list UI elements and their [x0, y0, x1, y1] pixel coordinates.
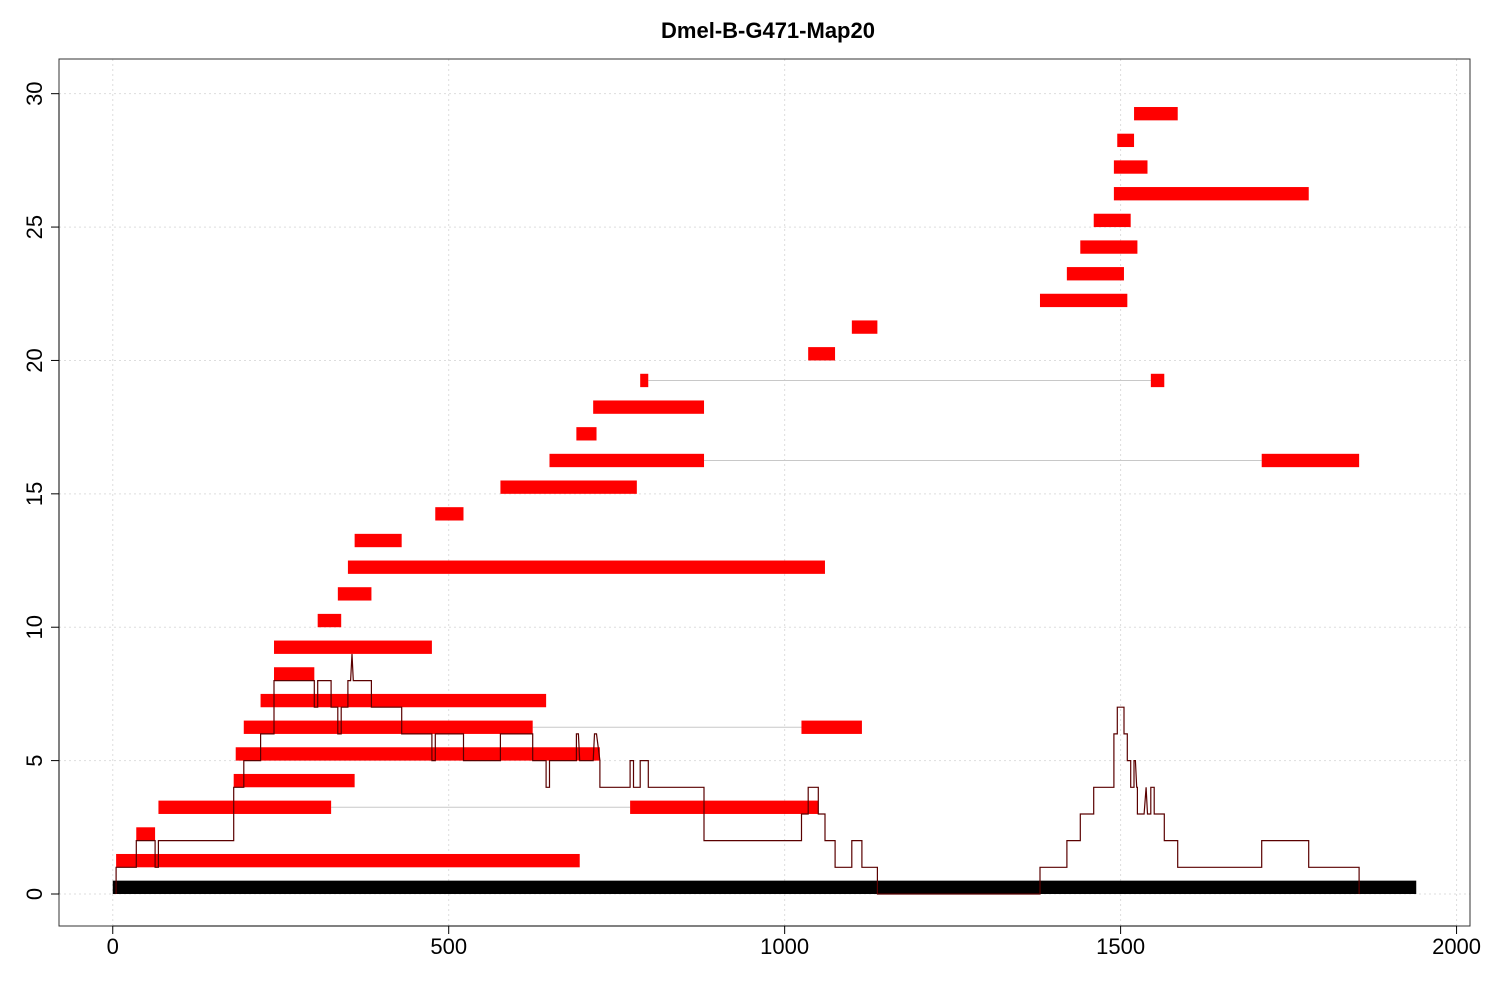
- segment-bar-2-1: [630, 800, 819, 814]
- grid-lines: [59, 59, 1470, 926]
- y-tick-label-6: 30: [22, 81, 47, 105]
- segment-bar-27-0: [1117, 133, 1135, 148]
- segment-bar-11-0: [347, 560, 825, 574]
- x-tick-label-0: 0: [107, 934, 119, 959]
- segment-bar-3-0: [233, 773, 355, 788]
- baseline-bar: [112, 880, 1417, 894]
- segment-bar-15-0: [549, 453, 705, 468]
- segment-bar-8-0: [274, 640, 432, 654]
- segment-bar-17-0: [593, 400, 705, 414]
- y-tick-label-0: 0: [22, 888, 47, 900]
- segment-bar-26-0: [1113, 160, 1148, 174]
- chart-title: Dmel-B-G471-Map20: [661, 18, 875, 43]
- segment-bars: [116, 107, 1360, 868]
- segment-bar-12-0: [354, 533, 402, 548]
- coverage-line: [115, 653, 1360, 895]
- segment-bar-0-0: [116, 853, 580, 868]
- segment-bar-2-0: [158, 800, 332, 814]
- baseline-rect: [112, 880, 1417, 894]
- y-tick-label-2: 10: [22, 615, 47, 639]
- x-tick-label-1: 500: [430, 934, 467, 959]
- segment-bar-24-0: [1093, 213, 1131, 228]
- segment-bar-18-1: [1150, 373, 1165, 388]
- y-tick-label-1: 5: [22, 754, 47, 766]
- segment-bar-5-0: [243, 720, 533, 734]
- x-axis: 0 500 1000 1500 2000: [107, 925, 1481, 959]
- segment-bar-9-0: [317, 613, 342, 628]
- segment-bar-21-0: [1039, 293, 1128, 308]
- segment-bar-20-0: [851, 320, 878, 334]
- segment-bar-19-0: [808, 347, 836, 361]
- y-tick-label-4: 20: [22, 348, 47, 372]
- segment-bar-5-1: [801, 720, 862, 734]
- segment-bar-25-0: [1113, 187, 1309, 201]
- segment-bar-23-0: [1080, 240, 1138, 254]
- segment-bar-6-0: [260, 693, 547, 708]
- segment-connectors: [331, 379, 1262, 808]
- segment-bar-28-0: [1134, 107, 1178, 121]
- coverage-polyline: [115, 653, 1360, 895]
- x-tick-label-4: 2000: [1432, 934, 1481, 959]
- segment-bar-13-0: [435, 507, 464, 521]
- x-tick-label-3: 1500: [1096, 934, 1145, 959]
- segment-bar-22-0: [1066, 267, 1124, 281]
- segment-bar-16-0: [576, 427, 597, 441]
- segment-bar-7-0: [274, 667, 315, 681]
- segment-bar-18-0: [640, 373, 649, 388]
- segment-bar-10-0: [337, 587, 372, 601]
- segment-bar-1-0: [136, 827, 156, 841]
- y-tick-label-3: 15: [22, 482, 47, 506]
- segment-bar-15-1: [1261, 453, 1360, 468]
- segment-bar-14-0: [500, 480, 637, 494]
- y-axis: 0 5 10 15 20 25 30: [22, 81, 60, 900]
- x-tick-label-2: 1000: [760, 934, 809, 959]
- segment-bar-4-0: [235, 747, 600, 761]
- y-tick-label-5: 25: [22, 215, 47, 239]
